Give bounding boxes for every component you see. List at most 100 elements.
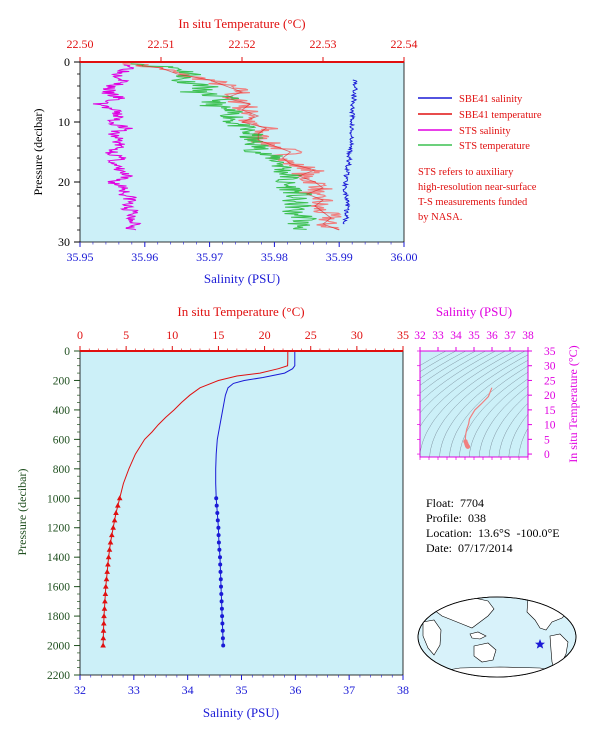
salinity-sample-point (218, 555, 222, 560)
float-id-label: Float: (426, 496, 455, 510)
temperature-sample-point (101, 620, 107, 626)
salinity-sample-point (219, 599, 224, 604)
top-chart-top-tick-label: 22.51 (148, 37, 175, 51)
density-contour-line (488, 393, 528, 457)
ts-deep-sample-point (465, 444, 471, 449)
temperature-sample-point (101, 605, 108, 611)
main-chart-axes: 0 5 10 15 20 25 30 35 32 33 34 35 36 37 38 0 200 400 600 80… (47, 328, 409, 697)
profile-line: Profile: 038 (420, 496, 486, 526)
sbe41-temperature-mean (136, 64, 340, 231)
sbe41-temperature-line (122, 63, 342, 230)
top-chart-top-tick-label: 22.52 (229, 37, 256, 51)
sts-salinity-line (92, 64, 142, 231)
salinity-sample-point (215, 511, 220, 515)
density-contour-line (420, 351, 457, 372)
map-land-australia (473, 642, 497, 663)
ts-chart-axes: 32 33 34 35 36 37 38 0 5 10 15 20 25 30 35 (414, 330, 556, 461)
salinity-sample-point (218, 569, 223, 574)
float-id-line: Float: 7704 (420, 481, 484, 511)
salinity-sample-point (216, 533, 221, 538)
top-chart-axes: 22.50 22.51 22.52 22.53 22.54 35.95 35.96 35.97… (58, 37, 418, 264)
ts-chart-right-axis-title: In situ Temperature (°C) (566, 345, 580, 462)
main-chart-top-tick-label: 10 (166, 328, 178, 342)
density-contour-line (478, 385, 528, 457)
top-chart-bottom-axis-title: Salinity (PSU) (204, 271, 280, 286)
temperature-sample-point (113, 510, 119, 515)
main-chart-bottom-tick-label: 37 (343, 683, 355, 697)
temperature-sample-point (111, 517, 118, 523)
salinity-sample-point (218, 577, 223, 582)
main-chart-bottom-tick-label: 34 (182, 683, 194, 697)
temperature-sample-point (100, 635, 107, 641)
main-chart-top-tick-label: 25 (305, 328, 317, 342)
main-chart-left-tick-label: 1400 (47, 552, 70, 564)
ts-chart-top-tick-label: 36 (486, 330, 498, 342)
temperature-sample-point (103, 583, 109, 589)
main-chart-top-tick-label: 15 (212, 328, 224, 342)
temperature-sample-point (106, 546, 113, 552)
temperature-sample-point (105, 561, 111, 567)
density-contour-line (420, 351, 496, 403)
salinity-sample-point (219, 592, 224, 596)
density-contour-line (439, 359, 528, 457)
main-chart-left-tick-label: 600 (53, 434, 71, 446)
ts-chart-right-tick-label: 0 (544, 449, 550, 461)
main-chart-bottom-tick-label: 35 (236, 683, 248, 697)
main-chart-bottom-tick-label: 38 (397, 683, 409, 697)
salinity-sample-point (219, 606, 224, 611)
top-chart-bottom-tick-label: 35.98 (261, 250, 288, 264)
date-label: Date: (426, 541, 452, 555)
density-contour-line (420, 351, 476, 386)
ts-chart: 32 33 34 35 36 37 38 0 5 10 15 20 25 30 35 Salinity (P… (414, 304, 601, 463)
main-chart-left-tick-label: 800 (53, 464, 71, 476)
main-chart-top-tick-label: 35 (397, 328, 409, 342)
salinity-sample-point (217, 547, 222, 552)
ts-chart-series (463, 387, 493, 449)
sts-temperature-line (130, 63, 317, 230)
map-outline (417, 596, 577, 678)
main-chart-left-tick-label: 2000 (47, 641, 70, 653)
ts-density-contours (420, 351, 601, 457)
map-land-indonesia (469, 631, 487, 640)
temperature-sample-point (105, 554, 112, 560)
ts-chart-top-tick-label: 35 (468, 330, 480, 342)
main-chart-top-tick-label: 20 (259, 328, 271, 342)
top-chart-left-tick-label: 10 (58, 115, 70, 129)
salinity-sample-point (220, 636, 225, 641)
float-location-marker (535, 639, 545, 649)
main-chart-top-axis-title: In situ Temperature (°C) (177, 304, 304, 319)
temperature-sample-point (116, 495, 123, 501)
map-land-south-america (549, 633, 569, 673)
top-chart-left-tick-label: 30 (58, 235, 70, 249)
salinity-sample-point (221, 643, 226, 648)
ts-chart-right-tick-label: 30 (544, 361, 556, 373)
density-contour-line (420, 351, 506, 414)
density-contour-line (508, 413, 528, 457)
temperature-sample-point (102, 591, 109, 596)
temperature-sample-point (115, 502, 121, 508)
ts-chart-right-tick-label: 20 (544, 390, 556, 402)
temperature-sample-point (109, 532, 115, 538)
main-chart-left-axis-title: Pressure (decibar) (15, 469, 29, 556)
temperature-sample-point (100, 642, 106, 648)
profile-label: Profile: (426, 511, 462, 525)
density-contour-line (529, 351, 601, 457)
main-chart-series (100, 351, 296, 648)
note-line-2: high-resolution near-surface (418, 182, 537, 193)
main-chart-plot-area (79, 350, 404, 676)
salinity-sample-point (220, 621, 225, 626)
main-chart-left-tick-label: 400 (53, 405, 71, 417)
main-chart-left-tick-label: 1000 (47, 493, 70, 505)
ts-chart-top-tick-label: 37 (504, 330, 516, 342)
density-contour-line (459, 371, 528, 457)
location-line: Location: 13.6°S -100.0°E (420, 511, 560, 541)
legend-label-sts-salinity: STS salinity (459, 126, 511, 137)
ts-chart-right-tick-label: 10 (544, 420, 556, 432)
density-contour-line (449, 365, 528, 457)
salinity-sample-point (215, 518, 220, 523)
date-line: Date: 07/17/2014 (420, 526, 513, 556)
note-line-1: STS refers to auxiliary (418, 167, 514, 178)
top-chart-bottom-tick-label: 36.00 (391, 250, 418, 264)
top-chart-left-tick-label: 20 (58, 175, 70, 189)
